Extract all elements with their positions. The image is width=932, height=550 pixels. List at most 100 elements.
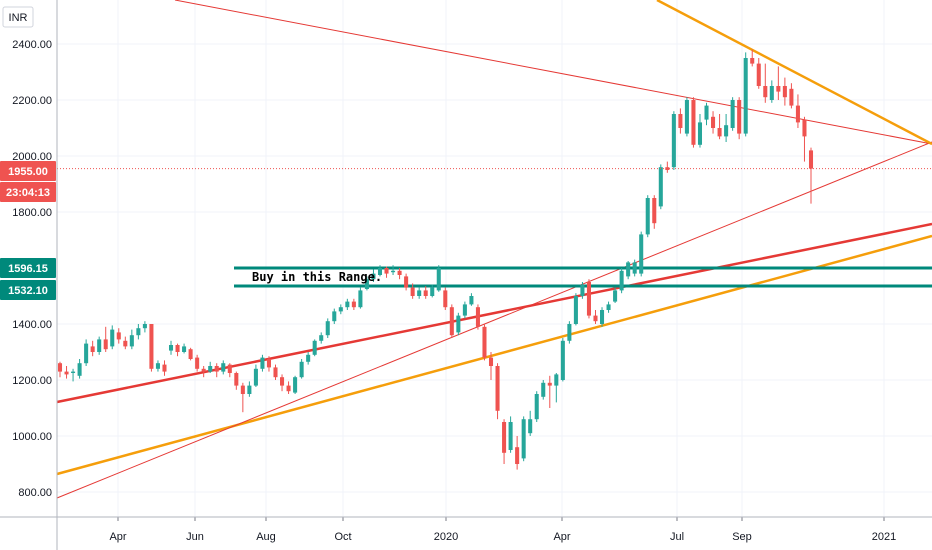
candle-body (168, 345, 174, 351)
y-tick-label: 1800.00 (12, 207, 52, 219)
zone-low-badge: 1532.10 (0, 280, 56, 300)
candle-body (364, 279, 369, 289)
candle-body (182, 346, 187, 352)
x-tick-label: 2020 (434, 531, 458, 543)
candle-body (567, 324, 572, 341)
candle-body (280, 377, 285, 386)
y-tick-label: 2000.00 (12, 151, 52, 163)
x-tick-label: Jun (186, 531, 204, 543)
candle-body (462, 304, 467, 316)
candle-body (57, 363, 63, 372)
candle-body (384, 268, 389, 274)
candle-body (691, 100, 696, 145)
currency-label: INR (2, 6, 34, 28)
candle-body (684, 100, 689, 134)
support-trendline (56, 234, 932, 476)
candle-body (645, 198, 650, 235)
candle-body (299, 361, 304, 378)
candle-body (769, 86, 774, 100)
candle-body (77, 363, 82, 376)
candle-body (449, 307, 454, 336)
candle-body (541, 382, 546, 397)
svg-text:1955.00: 1955.00 (8, 166, 48, 178)
zone-high-badge: 1596.15 (0, 258, 56, 278)
candle-body (711, 116, 716, 128)
y-tick-label: 2200.00 (12, 95, 52, 107)
candle-body (214, 366, 219, 372)
candle-body (97, 339, 102, 352)
x-tick-label: Oct (334, 531, 351, 543)
candle-body (84, 343, 89, 364)
svg-text:23:04:13: 23:04:13 (6, 187, 50, 199)
x-tick-label: Apr (109, 531, 126, 543)
descending-trendline (656, 0, 932, 146)
candle-body (273, 367, 278, 378)
zone-annotation: Buy in this Range. (252, 270, 382, 284)
candle-body (763, 86, 768, 98)
y-tick-label: 2400.00 (12, 39, 52, 51)
chart-grid (57, 0, 932, 517)
candle-body (306, 354, 311, 362)
svg-text:1532.10: 1532.10 (8, 285, 48, 297)
candle-body (64, 371, 69, 375)
candle-body (188, 349, 193, 359)
candle-body (508, 422, 513, 450)
candle-body (397, 270, 402, 275)
candle-body (129, 335, 134, 347)
candle-body (175, 345, 180, 352)
y-tick-label: 1400.00 (12, 319, 52, 331)
candle-body (391, 270, 396, 273)
candle-body (730, 100, 735, 128)
candle-body (697, 122, 703, 145)
candle-body (795, 105, 800, 123)
candles (57, 49, 814, 470)
candle-body (227, 364, 232, 373)
candle-body (776, 86, 781, 92)
candle-body (593, 315, 598, 322)
candle-body (586, 282, 591, 316)
candle-body (502, 422, 507, 453)
candle-body (737, 100, 742, 134)
candle-body (240, 385, 245, 394)
long-resistance-line (174, 0, 932, 145)
y-tick-label: 1200.00 (12, 375, 52, 387)
candle-body (488, 357, 494, 366)
candle-body (221, 363, 226, 372)
candle-body (554, 374, 559, 386)
y-tick-label: 1000.00 (12, 431, 52, 443)
candle-body (626, 262, 631, 277)
candle-body (253, 368, 258, 386)
candle-body (325, 321, 330, 336)
candle-body (286, 385, 291, 392)
candle-body (123, 340, 128, 347)
candle-body (260, 357, 265, 369)
candle-body (789, 88, 794, 106)
candle-body (136, 328, 141, 336)
candle-body (515, 447, 520, 464)
candle-body (142, 324, 147, 329)
candle-body (671, 114, 676, 168)
candle-body (110, 329, 115, 347)
candle-body (658, 167, 663, 207)
x-tick-label: 2021 (872, 531, 896, 543)
candle-body (521, 419, 526, 459)
candle-body (665, 167, 670, 170)
svg-text:1596.15: 1596.15 (8, 263, 48, 275)
candle-body (351, 301, 356, 308)
uptrend-line (56, 222, 932, 404)
candle-body (358, 290, 363, 308)
candle-body (528, 419, 533, 434)
candle-body (782, 86, 787, 98)
candle-body (560, 340, 565, 380)
candle-body (639, 234, 644, 274)
candle-body (266, 359, 271, 368)
candle-body (475, 307, 480, 327)
candle-body (802, 119, 807, 137)
candle-body (717, 128, 722, 137)
candle-body (756, 63, 761, 86)
currency-text: INR (9, 12, 28, 24)
candle-body (155, 363, 160, 369)
candle-body (808, 150, 814, 169)
